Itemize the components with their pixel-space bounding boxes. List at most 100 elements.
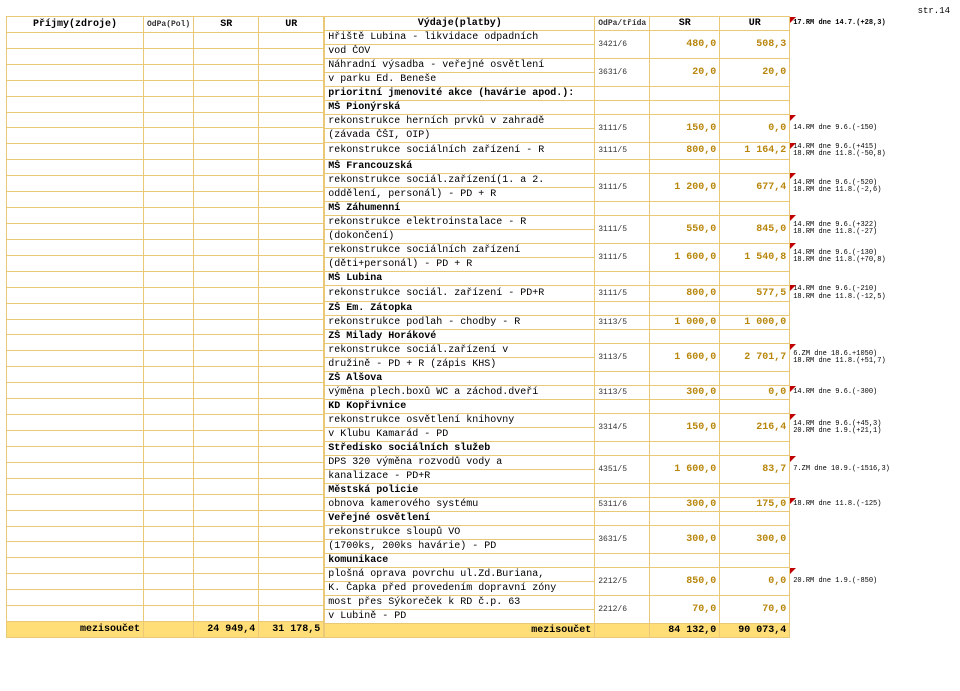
note-cell: 14.RM dne 9.6.(-130)18.RM dne 11.8.(+70,… [790,243,905,271]
blank-cell [7,208,144,224]
blank-cell [7,399,144,415]
blank-cell [194,510,259,526]
blank-cell [259,160,324,176]
blank-cell [144,335,194,351]
expense-desc: rekonstrukce herních prvků v zahradě [325,115,595,129]
blank-cell [7,446,144,462]
blank-cell [194,335,259,351]
blank-cell [194,399,259,415]
sr-value: 300,0 [650,526,720,554]
blank-cell [7,96,144,112]
blank-cell [7,112,144,128]
blank-cell [259,287,324,303]
blank-cell [144,192,194,208]
empty-cell [595,159,650,173]
note-cell: 14.RM dne 9.6.(+322)18.RM dne 11.8.(-27) [790,215,905,243]
sr-value: 850,0 [650,568,720,596]
blank-cell [194,208,259,224]
blank-cell [194,351,259,367]
blank-cell [7,32,144,48]
blank-cell [144,287,194,303]
blank-cell [144,415,194,431]
empty-cell [720,512,790,526]
ur-value: 1 000,0 [720,316,790,330]
ur-value: 0,0 [720,568,790,596]
blank-cell [194,574,259,590]
blank-cell [144,223,194,239]
sr-value: 150,0 [650,115,720,143]
income-table: Příjmy(zdroje) OdPa(Pol) SR UR mezisouče… [6,16,324,638]
sr-value: 480,0 [650,31,720,59]
right-hdr-odpa: OdPa/třída [595,17,650,31]
blank-cell [7,128,144,144]
expense-desc: plošná oprava povrchu ul.Zd.Buriana, [325,568,595,582]
expense-desc-cont: oddělení, personál) - PD + R [325,187,595,201]
expense-desc: obnova kamerového systému [325,498,595,512]
note-gap [790,554,905,568]
blank-cell [259,462,324,478]
note-cell: 14.RM dne 9.6.(-300) [790,386,905,400]
section-header: MŠ Francouzská [325,159,595,173]
note-gap [790,302,905,316]
blank-cell [144,128,194,144]
blank-cell [259,64,324,80]
blank-cell [144,208,194,224]
blank-cell [194,48,259,64]
blank-cell [259,128,324,144]
ur-value: 0,0 [720,115,790,143]
section-header: ZŠ Em. Zátopka [325,302,595,316]
blank-cell [144,160,194,176]
blank-cell [144,80,194,96]
blank-cell [7,239,144,255]
blank-cell [7,478,144,494]
blank-cell [144,462,194,478]
blank-cell [194,319,259,335]
note-cell: 14.RM dne 9.6.(+45,3)20.RM dne 1.9.(+21,… [790,414,905,442]
blank-cell [144,303,194,319]
blank-cell [194,542,259,558]
note-gap [790,596,905,624]
blank-cell [7,415,144,431]
section-header: ZŠ Milady Horákové [325,330,595,344]
blank-cell [259,176,324,192]
note-gap [790,87,905,101]
ur-value: 1 540,8 [720,243,790,271]
odpa-code: 3631/5 [595,526,650,554]
empty-cell [720,330,790,344]
ur-value: 0,0 [720,386,790,400]
page-layout: Příjmy(zdroje) OdPa(Pol) SR UR mezisouče… [6,16,954,638]
expense-desc-cont: kanalizace - PD+R [325,470,595,484]
blank-cell [7,64,144,80]
odpa-code: 2212/5 [595,568,650,596]
blank-cell [7,223,144,239]
empty-cell [720,372,790,386]
empty-cell [650,101,720,115]
expense-desc-cont: (závada ČŠI, OIP) [325,129,595,143]
blank-cell [144,430,194,446]
expense-desc: rekonstrukce osvětlení knihovny [325,414,595,428]
odpa-code: 3111/5 [595,243,650,271]
ur-value: 20,0 [720,59,790,87]
note-cell: 14.RM dne 9.6.(-210)18.RM dne 11.8.(-12,… [790,285,905,302]
ur-value: 70,0 [720,596,790,624]
blank-cell [259,80,324,96]
note-gap [790,526,905,554]
empty-cell [650,442,720,456]
blank-cell [259,255,324,271]
left-subtotal-blank [144,622,194,638]
blank-cell [194,494,259,510]
blank-cell [194,144,259,160]
sr-value: 150,0 [650,414,720,442]
note-cell: 18.RM dne 11.8.(-125) [790,498,905,512]
blank-cell [194,462,259,478]
blank-cell [259,303,324,319]
blank-cell [259,399,324,415]
blank-cell [259,574,324,590]
blank-cell [144,446,194,462]
blank-cell [194,160,259,176]
blank-cell [7,160,144,176]
blank-cell [259,430,324,446]
blank-cell [7,287,144,303]
empty-cell [720,101,790,115]
section-header: MŠ Záhumenní [325,201,595,215]
